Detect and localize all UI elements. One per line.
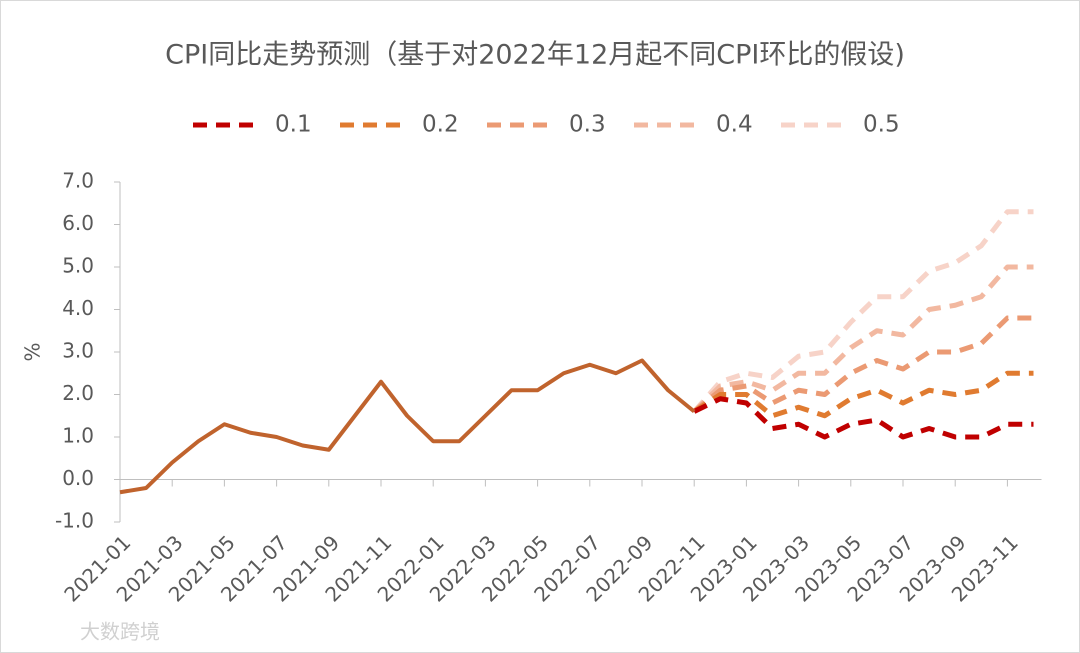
watermark: 大数跨境 [80, 620, 160, 644]
y-tick-label: 1.0 [62, 424, 94, 448]
y-tick-label: 0.0 [62, 466, 94, 490]
y-tick-label: 3.0 [62, 339, 94, 363]
y-tick-label: -1.0 [55, 509, 94, 533]
y-tick-label: 2.0 [62, 381, 94, 405]
legend-label: 0.3 [569, 112, 606, 138]
legend-label: 0.5 [863, 112, 900, 138]
y-tick-label: 4.0 [62, 296, 94, 320]
legend-label: 0.1 [275, 112, 312, 138]
legend-label: 0.2 [422, 112, 459, 138]
chart-title: CPI同比走势预测（基于对2022年12月起不同CPI环比的假设) [165, 40, 905, 71]
y-tick-label: 7.0 [62, 169, 94, 193]
y-axis-label: % [21, 342, 45, 361]
legend-label: 0.4 [716, 112, 753, 138]
line-series [692, 209, 1034, 414]
line-series [692, 315, 1034, 414]
line-series [119, 358, 696, 495]
line-series [692, 370, 1034, 419]
line-series [693, 396, 1034, 440]
y-tick-label: 5.0 [62, 254, 94, 278]
line-series [692, 264, 1034, 414]
y-tick-label: 6.0 [62, 211, 94, 235]
